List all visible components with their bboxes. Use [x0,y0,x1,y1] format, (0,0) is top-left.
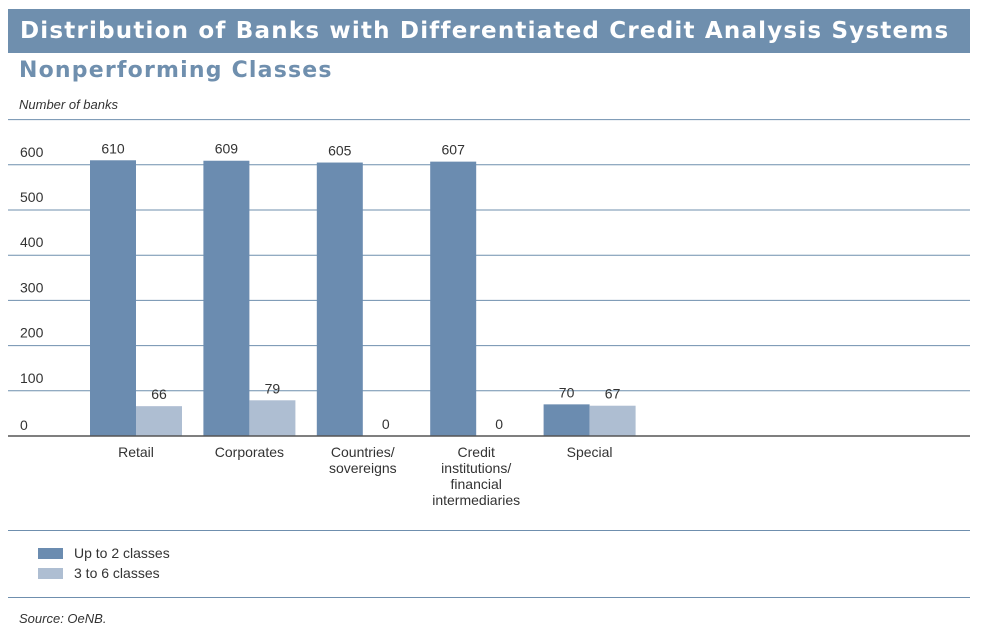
data-label: 66 [151,386,167,402]
data-label: 0 [495,416,503,432]
bar-series-1 [316,162,363,437]
data-label: 607 [442,142,466,158]
x-tick-label: Retail [118,444,154,460]
bar-series-2 [136,406,182,436]
source-note: Source: OeNB. [19,611,107,626]
y-tick-label: 400 [20,234,44,250]
legend: Up to 2 classes 3 to 6 classes [38,543,170,583]
data-label: 0 [382,416,390,432]
bar-series-1 [543,404,590,436]
y-tick-label: 100 [20,370,44,386]
legend-item-series-2: 3 to 6 classes [38,563,170,583]
legend-top-divider [8,530,970,531]
x-tick-label: Credit institutions/financial intermediari… [432,444,520,508]
source-divider [8,597,970,598]
legend-item-series-1: Up to 2 classes [38,543,170,563]
data-label: 609 [215,141,239,157]
bar-series-1 [430,161,477,437]
y-tick-label: 300 [20,279,44,295]
x-tick-label: Countries/sovereigns [329,444,397,476]
chart-subtitle: Nonperforming Classes [19,58,333,83]
y-tick-label: 500 [20,189,44,205]
bar-series-2 [249,400,296,436]
legend-swatch-series-2 [38,567,63,579]
y-tick-label: 0 [20,417,28,433]
y-axis-label: Number of banks [19,97,118,112]
data-label: 605 [328,143,352,159]
legend-label-series-1: Up to 2 classes [74,545,170,561]
data-label: 67 [605,386,621,402]
legend-label-series-2: 3 to 6 classes [74,565,160,581]
chart-title: Distribution of Banks with Differentiate… [8,9,970,53]
bar-series-1 [203,160,250,436]
bar-series-1 [90,160,136,436]
data-label: 70 [559,384,575,400]
x-tick-label: Corporates [215,444,284,460]
y-tick-label: 600 [20,144,44,160]
bar-series-2 [589,405,636,436]
legend-swatch-series-1 [38,547,63,559]
y-tick-label: 200 [20,325,44,341]
x-tick-label: Special [567,444,613,460]
data-label: 610 [101,140,125,156]
data-label: 79 [265,380,281,396]
